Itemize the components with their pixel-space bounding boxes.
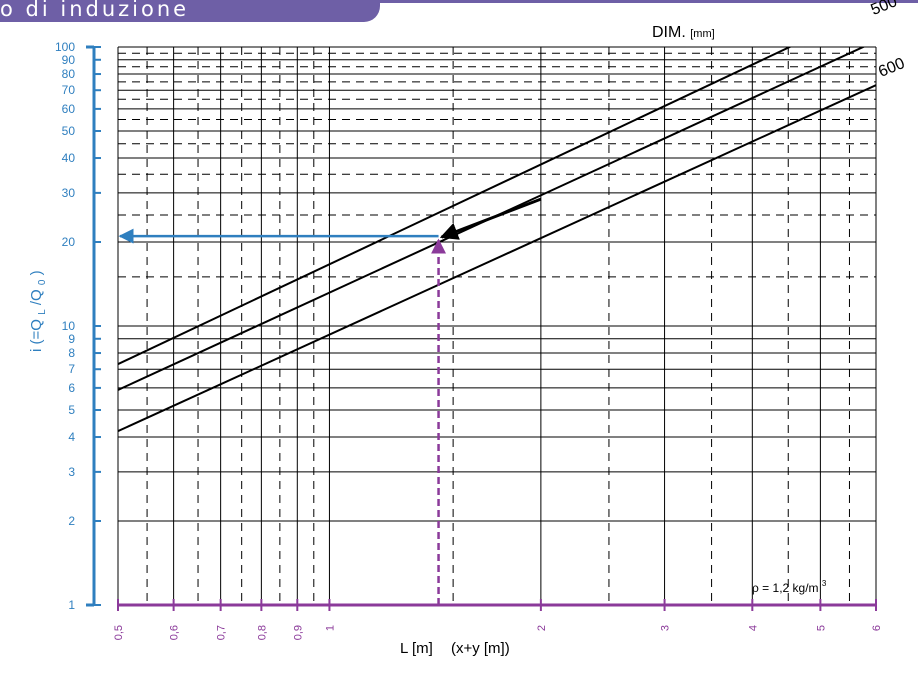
series-label-400: 400 — [816, 0, 847, 2]
y-tick-label: 10 — [62, 319, 76, 333]
y-tick-label: 7 — [68, 362, 75, 376]
y-label-suffix: ) — [28, 270, 45, 275]
y-tick-label: 30 — [62, 186, 76, 200]
y-tick-label: 100 — [55, 40, 75, 54]
x-axis-label-main: L [m] — [400, 640, 433, 657]
x-tick-label: 0,8 — [256, 625, 268, 640]
title-banner: o di induzione — [0, 0, 380, 22]
y-tick-label: 2 — [68, 514, 75, 528]
y-tick-label: 8 — [68, 346, 75, 360]
banner-title: o di induzione — [0, 0, 190, 21]
y-tick-label: 9 — [68, 332, 75, 346]
y-label-mid: /Q — [28, 289, 45, 305]
x-tick-label: 6 — [871, 625, 883, 631]
density-note: ρ = 1,2 kg/m 3 — [752, 579, 827, 595]
y-axis-label: i (=Q L /Q 0 ) — [28, 270, 49, 352]
x-axis-label: L [m] (x+y [m]) — [400, 640, 510, 657]
y-tick-label: 70 — [62, 83, 76, 97]
y-tick-label: 50 — [62, 124, 76, 138]
x-tick-label: 0,7 — [216, 625, 228, 640]
x-tick-label: 2 — [536, 625, 548, 631]
x-tick-label: 0,5 — [113, 625, 125, 640]
x-tick-label: 5 — [815, 625, 827, 631]
diagonal-arrow — [439, 197, 542, 240]
y-tick-label: 40 — [62, 151, 76, 165]
series-label-500: 500 — [869, 0, 900, 19]
density-text: = 1,2 kg/m — [762, 581, 818, 595]
density-symbol: ρ — [752, 581, 759, 595]
x-tick-label: 1 — [324, 625, 336, 631]
x-tick-label: 0,9 — [292, 625, 304, 640]
x-tick-label: 0,6 — [169, 625, 181, 640]
y-tick-label: 90 — [62, 53, 76, 67]
density-exp: 3 — [822, 579, 827, 588]
y-tick-label: 80 — [62, 67, 76, 81]
header-rule — [380, 0, 918, 3]
x-tick-label: 3 — [660, 625, 672, 631]
y-tick-label: 6 — [68, 381, 75, 395]
dim-label: DIM. [mm] — [652, 24, 715, 41]
y-tick-label: 60 — [62, 102, 76, 116]
y-tick-label: 20 — [62, 235, 76, 249]
y-tick-label: 3 — [68, 465, 75, 479]
y-tick-label: 1 — [68, 598, 75, 612]
series-line-600 — [118, 84, 876, 433]
series-label-600: 600 — [876, 55, 907, 81]
reading-example — [118, 197, 542, 605]
series-lines — [118, 47, 876, 433]
x-tick-label: 4 — [747, 625, 759, 631]
x-axis-label-alt: (x+y [m]) — [451, 640, 510, 657]
y-tick-label: 4 — [68, 430, 75, 444]
y-label-sub1: L — [37, 309, 48, 315]
dim-label-text: DIM. — [652, 24, 686, 41]
y-tick-label: 5 — [68, 403, 75, 417]
y-label-sub2: 0 — [37, 279, 48, 285]
series-line-400 — [118, 47, 792, 366]
dim-unit-text: [mm] — [690, 28, 714, 40]
y-label-prefix: i (=Q — [28, 319, 45, 352]
grid — [117, 46, 877, 605]
